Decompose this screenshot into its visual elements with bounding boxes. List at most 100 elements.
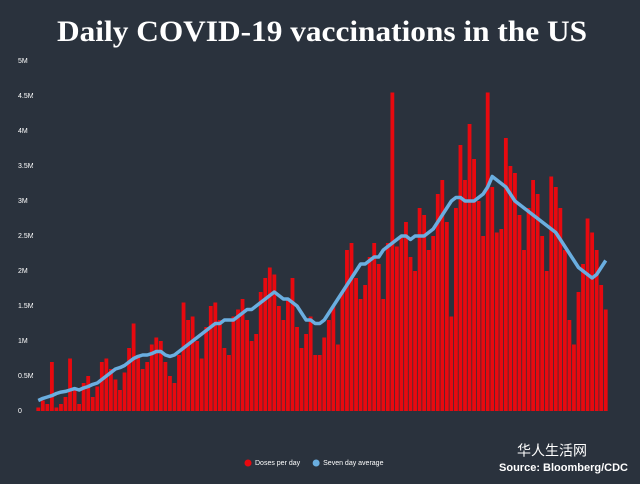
bar xyxy=(458,145,463,411)
bar xyxy=(549,176,554,411)
y-tick-label: 2.5M xyxy=(18,233,34,240)
bar xyxy=(558,208,563,411)
y-tick-label: 1.5M xyxy=(18,303,34,310)
bar xyxy=(481,236,486,411)
bar xyxy=(245,320,250,411)
bar xyxy=(204,327,209,411)
bar xyxy=(508,166,513,411)
bar xyxy=(267,267,272,411)
bar xyxy=(208,306,213,411)
bar xyxy=(567,320,572,411)
y-tick-label: 0.5M xyxy=(18,373,34,380)
bar xyxy=(426,250,431,411)
legend-marker xyxy=(312,459,320,467)
bar xyxy=(594,250,599,411)
average-line xyxy=(37,174,608,403)
bar xyxy=(86,376,91,411)
bar xyxy=(236,309,240,411)
bar xyxy=(422,215,427,411)
bar xyxy=(463,180,467,411)
legend-marker xyxy=(244,459,252,467)
bar xyxy=(576,292,581,411)
bar xyxy=(217,320,222,411)
bar xyxy=(449,316,454,411)
bar xyxy=(372,243,377,411)
bar xyxy=(349,243,354,411)
bar xyxy=(367,257,372,411)
bar xyxy=(331,306,336,411)
bar xyxy=(299,348,304,411)
bar xyxy=(40,400,45,411)
bar xyxy=(286,299,290,411)
bar xyxy=(517,215,522,411)
bar xyxy=(63,397,68,411)
bar xyxy=(385,243,390,411)
bar xyxy=(295,327,299,411)
y-tick-label: 4.5M xyxy=(18,93,34,100)
bar xyxy=(354,278,358,411)
bar xyxy=(54,407,59,411)
legend-label: Seven day average xyxy=(323,460,383,467)
bar xyxy=(326,320,331,411)
bar xyxy=(181,302,186,411)
bar xyxy=(177,355,181,411)
bar xyxy=(72,390,77,411)
bar xyxy=(172,383,177,411)
bar xyxy=(81,383,86,411)
bar xyxy=(127,348,131,411)
bar xyxy=(553,187,558,411)
chart-title: Daily COVID-19 vaccinations in the US xyxy=(57,15,587,48)
bar xyxy=(140,369,145,411)
bar xyxy=(118,390,122,411)
bar xyxy=(503,138,508,411)
bar xyxy=(376,264,381,411)
bar xyxy=(122,372,127,411)
bar xyxy=(190,316,195,411)
bar xyxy=(585,218,590,411)
bar xyxy=(603,309,608,411)
bar xyxy=(149,344,154,411)
bar xyxy=(68,358,72,411)
bar xyxy=(340,292,345,411)
bar xyxy=(408,257,413,411)
bar xyxy=(599,285,604,411)
bar xyxy=(272,274,277,411)
legend-label: Doses per day xyxy=(255,460,301,467)
bar xyxy=(485,92,490,411)
bar xyxy=(59,404,63,411)
bar xyxy=(404,222,408,411)
bar xyxy=(335,344,340,411)
bar xyxy=(499,229,504,411)
bar xyxy=(435,194,440,411)
bar xyxy=(213,302,218,411)
bar xyxy=(276,306,281,411)
bar xyxy=(394,246,399,411)
watermark: 华人生活网 xyxy=(517,443,587,459)
bar xyxy=(440,180,445,411)
bar xyxy=(231,316,236,411)
bar xyxy=(531,180,536,411)
bar xyxy=(522,250,526,411)
bar xyxy=(77,404,82,411)
y-tick-label: 5M xyxy=(18,58,28,65)
bar xyxy=(431,236,436,411)
bar xyxy=(95,386,100,411)
bar xyxy=(526,208,531,411)
bar xyxy=(145,362,150,411)
bar xyxy=(413,271,417,411)
bar xyxy=(572,344,576,411)
y-tick-label: 0 xyxy=(18,408,22,415)
bar xyxy=(322,337,327,411)
bar xyxy=(562,250,567,411)
bar xyxy=(317,355,322,411)
bar xyxy=(399,236,404,411)
bar xyxy=(136,355,141,411)
y-tick-label: 3.5M xyxy=(18,163,34,170)
bar xyxy=(290,278,295,411)
bar xyxy=(304,334,309,411)
bar xyxy=(281,320,286,411)
bar xyxy=(254,334,259,411)
bar xyxy=(363,285,368,411)
